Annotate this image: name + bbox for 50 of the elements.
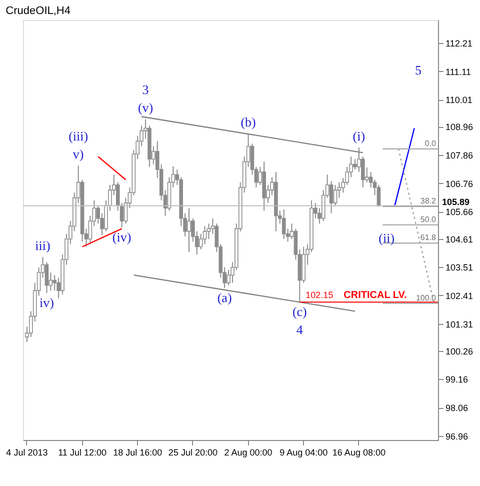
y-tick-label: 102.41 [446, 290, 474, 301]
ref-line-label: 105.89 [442, 196, 470, 207]
annotation: (b) [240, 114, 256, 130]
y-tick-label: 104.61 [446, 234, 474, 244]
y-tick-label: 108.96 [446, 122, 474, 132]
y-tick-label: 98.06 [446, 403, 468, 414]
y-tick-label: 105.66 [446, 207, 474, 218]
y-tick-label: 110.01 [446, 95, 472, 106]
y-tick-label: 103.51 [446, 262, 474, 273]
annotation: 38.2 [420, 196, 437, 206]
candlestick [333, 184, 338, 206]
annotation: 50.0 [420, 214, 437, 224]
annotation: 100.0 [416, 293, 437, 302]
y-tick-label: 107.86 [446, 150, 474, 161]
ref-line-label: 102.15 [306, 290, 334, 300]
x-tick-label: 18 Jul 16:00 [113, 448, 162, 458]
x-tick-label: 9 Aug 04:00 [280, 448, 328, 458]
annotation: (i) [352, 128, 366, 144]
chart-title: CrudeOIL,H4 [6, 5, 70, 17]
x-tick-label: 16 Aug 08:00 [332, 448, 386, 458]
x-tick-label: 4 Jul 2013 [6, 448, 48, 458]
annotation: 3 [142, 82, 149, 98]
candlestick [282, 208, 286, 240]
candlestick [353, 158, 357, 170]
annotation: iv) [39, 295, 54, 310]
y-tick-label: 100.26 [446, 346, 474, 356]
y-tick-label: 99.16 [446, 374, 468, 385]
y-tick-label: 106.76 [446, 178, 474, 189]
candlestick [376, 184, 381, 208]
annotation: 61.8 [420, 233, 437, 242]
annotation: (iv) [112, 229, 132, 244]
x-tick-label: 11 Jul 12:00 [58, 448, 106, 458]
annotation: iii) [35, 238, 50, 254]
x-tick-label: 25 Jul 20:00 [168, 448, 218, 458]
y-tick-label: 101.31 [446, 319, 474, 330]
annotation: 4 [296, 322, 304, 338]
y-tick-label: 111.11 [446, 66, 472, 77]
x-tick-label: 2 Aug 00:00 [224, 448, 272, 458]
candlestick [187, 208, 191, 252]
annotation: 0.0 [424, 138, 437, 148]
y-tick-label: 96.96 [446, 431, 468, 442]
annotation: 5 [414, 62, 422, 78]
annotation: v) [72, 146, 84, 162]
annotation: (c) [292, 304, 307, 320]
y-tick-label: 112.21 [446, 38, 472, 48]
annotation: (iii) [68, 128, 88, 144]
annotation: (ii) [378, 230, 395, 246]
annotation: (v) [138, 100, 154, 116]
annotation: CRITICAL LV. [344, 290, 408, 302]
annotation: (a) [217, 290, 232, 305]
